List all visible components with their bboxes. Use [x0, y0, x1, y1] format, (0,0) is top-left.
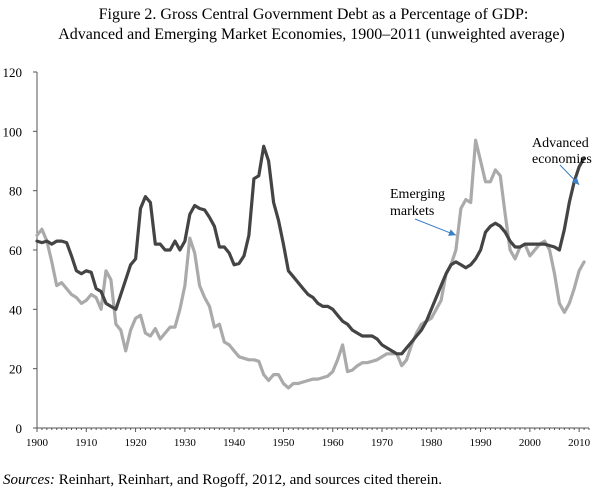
y-tick-label: 120	[3, 65, 23, 80]
annotation-arrow-head	[448, 229, 456, 236]
y-tick-label: 100	[3, 124, 23, 139]
annotation-line: economies	[532, 152, 592, 167]
x-tick-label: 1900	[26, 437, 49, 449]
annotation-emerging-markets: Emerging markets	[390, 187, 445, 219]
source-note: Sources: Reinhart, Reinhart, and Rogoff,…	[3, 471, 442, 489]
y-tick-label: 60	[9, 243, 22, 258]
annotation-arrow-line	[414, 218, 457, 236]
x-tick-label: 2010	[568, 437, 591, 449]
x-tick-label: 1930	[174, 437, 197, 449]
axes: 0 20 40 60 80 100 120 1900 1910 1920 1930 1940 1950 1…	[3, 65, 591, 449]
x-tick-label: 1970	[371, 437, 394, 449]
x-tick-label: 1990	[470, 437, 493, 449]
x-tick-label: 1950	[272, 437, 295, 449]
annotation-line: Emerging	[390, 187, 445, 202]
annotation-advanced-economies: Advanced economies	[532, 136, 592, 167]
x-tick-label: 1940	[223, 437, 246, 449]
x-tick-label: 1910	[75, 437, 98, 449]
annotation-layer: Emerging markets Advanced economies	[390, 136, 592, 236]
chart-title-line-1: Figure 2. Gross Central Government Debt …	[98, 6, 529, 23]
series-line-advanced-economies	[35, 144, 586, 356]
series-layer	[35, 138, 586, 390]
x-tick-label: 1920	[125, 437, 148, 449]
annotation-line: markets	[390, 204, 434, 219]
x-tick-label: 2000	[519, 437, 542, 449]
y-tick-label: 80	[9, 184, 22, 199]
y-tick-label: 0	[16, 421, 23, 436]
source-text: Reinhart, Reinhart, and Rogoff, 2012, an…	[54, 472, 443, 488]
source-label: Sources:	[3, 472, 55, 488]
series-line-emerging-markets	[35, 138, 586, 390]
x-tick-label: 1960	[322, 437, 345, 449]
y-tick-label: 40	[9, 302, 22, 317]
chart-title-line-2: Advanced and Emerging Market Economies, …	[58, 26, 565, 43]
y-tick-label: 20	[9, 362, 22, 377]
x-tick-label: 1980	[420, 437, 443, 449]
annotation-arrow-head	[571, 177, 580, 185]
annotation-line: Advanced	[532, 136, 589, 151]
